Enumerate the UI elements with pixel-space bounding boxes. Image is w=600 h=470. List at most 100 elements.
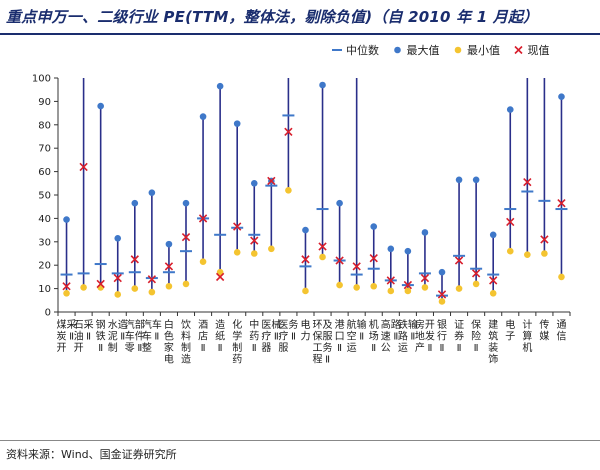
svg-text:器: 器 (261, 342, 271, 354)
svg-text:保: 保 (471, 318, 481, 331)
svg-text:Ⅱ: Ⅱ (410, 332, 415, 343)
current-point (471, 269, 481, 278)
min-point (285, 187, 292, 194)
min-point (438, 298, 446, 305)
y-tick-label: 100 (32, 74, 51, 85)
current-point (454, 256, 464, 265)
svg-text:程: 程 (313, 354, 323, 366)
svg-text:地: 地 (415, 330, 425, 343)
svg-text:Ⅱ: Ⅱ (120, 332, 125, 343)
svg-text:路: 路 (398, 330, 408, 343)
svg-text:务: 务 (288, 318, 298, 331)
max-point (336, 199, 343, 207)
svg-text:煤: 煤 (57, 318, 67, 331)
min-point (319, 253, 326, 261)
min-point (472, 280, 480, 288)
svg-text:务: 务 (323, 341, 333, 354)
min-point (148, 288, 156, 296)
svg-text:化: 化 (232, 318, 242, 331)
svg-text:饮: 饮 (181, 318, 191, 331)
min-point (489, 289, 497, 297)
svg-text:疗: 疗 (261, 330, 271, 343)
svg-text:Ⅱ: Ⅱ (393, 332, 398, 343)
svg-text:钢: 钢 (96, 318, 106, 331)
svg-text:Ⅱ: Ⅱ (218, 343, 223, 354)
max-point (216, 82, 224, 90)
svg-text:券: 券 (454, 330, 464, 343)
legend-current-swatch (514, 45, 523, 55)
svg-text:Ⅱ: Ⅱ (201, 343, 206, 354)
svg-text:房: 房 (415, 318, 425, 331)
min-point (268, 245, 275, 253)
svg-text:及: 及 (323, 319, 333, 331)
svg-text:运: 运 (347, 342, 357, 354)
svg-text:计: 计 (522, 318, 532, 331)
svg-text:输: 输 (357, 318, 367, 331)
svg-text:炭: 炭 (57, 331, 67, 343)
svg-text:传: 传 (539, 319, 549, 331)
y-tick-label: 90 (38, 97, 51, 108)
current-point (198, 214, 208, 223)
max-point (404, 247, 412, 255)
svg-text:Ⅱ: Ⅱ (474, 343, 479, 354)
svg-text:制: 制 (232, 341, 242, 354)
current-point (386, 276, 395, 285)
svg-text:家: 家 (164, 341, 174, 354)
svg-text:件: 件 (135, 331, 145, 343)
current-point (557, 199, 566, 208)
max-point (114, 234, 122, 242)
svg-text:Ⅱ: Ⅱ (291, 332, 296, 343)
svg-text:疗: 疗 (278, 330, 288, 343)
svg-text:开: 开 (74, 343, 84, 354)
svg-text:路: 路 (391, 318, 401, 331)
svg-text:信: 信 (556, 331, 566, 343)
x-tick-label: 传媒 (539, 319, 549, 343)
svg-text:发: 发 (425, 330, 435, 343)
max-point (233, 120, 241, 127)
svg-text:整: 整 (142, 341, 152, 354)
max-point (199, 113, 207, 120)
max-point (387, 245, 395, 253)
min-point (387, 287, 395, 295)
svg-text:服: 服 (323, 331, 333, 343)
svg-text:Ⅱ: Ⅱ (86, 332, 91, 343)
y-tick-label: 40 (38, 214, 51, 225)
current-point (250, 236, 259, 245)
chart-title: 重点申万一、二级行业 PE(TTM，整体法，剔除负值)（自 2010 年 1 月… (6, 8, 539, 26)
svg-text:场: 场 (369, 330, 379, 343)
svg-text:建: 建 (488, 318, 498, 331)
min-point (524, 251, 531, 258)
max-point (558, 93, 565, 101)
svg-text:开: 开 (425, 320, 435, 331)
min-point (558, 273, 565, 281)
svg-text:机: 机 (522, 341, 532, 354)
x-tick-label: 石油开 采Ⅱ (74, 319, 94, 354)
current-point (96, 279, 105, 289)
svg-text:中: 中 (249, 318, 259, 331)
max-point (489, 231, 497, 239)
min-point (541, 250, 548, 257)
y-tick-label: 30 (38, 237, 51, 248)
max-point (63, 216, 70, 223)
y-tick-label: 80 (38, 120, 51, 131)
svg-text:Ⅱ: Ⅱ (440, 343, 445, 354)
svg-text:色: 色 (164, 330, 174, 343)
min-point (80, 284, 87, 291)
y-tick-label: 60 (38, 167, 51, 178)
svg-text:子: 子 (505, 331, 515, 343)
svg-text:算: 算 (522, 330, 532, 343)
min-point (336, 281, 343, 289)
current-point (540, 235, 549, 244)
svg-text:采: 采 (67, 319, 77, 331)
